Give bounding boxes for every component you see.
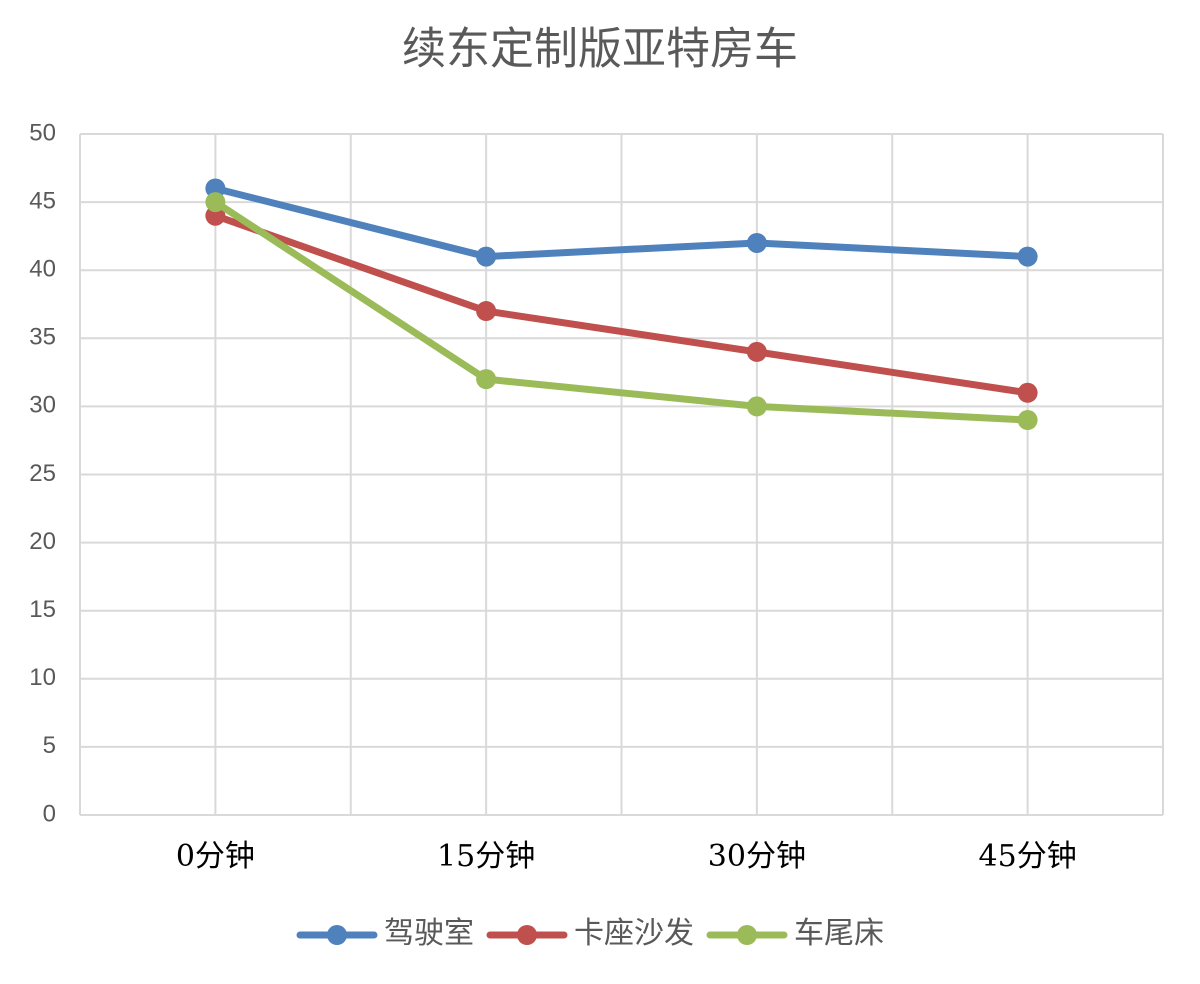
y-tick-label: 40 bbox=[29, 256, 56, 283]
y-tick-label: 15 bbox=[29, 596, 56, 623]
y-tick-label: 20 bbox=[29, 528, 56, 555]
legend-marker bbox=[517, 925, 537, 945]
data-point bbox=[746, 341, 767, 362]
series-line bbox=[211, 184, 1032, 261]
data-point bbox=[1017, 410, 1038, 431]
x-tick-label: 0分钟 bbox=[176, 839, 255, 874]
data-point bbox=[1017, 246, 1038, 267]
data-point bbox=[746, 232, 767, 253]
legend-marker bbox=[327, 925, 347, 945]
chart-title: 续东定制版亚特房车 bbox=[402, 24, 798, 75]
y-tick-label: 0 bbox=[43, 800, 56, 827]
y-tick-label: 45 bbox=[29, 187, 56, 214]
y-tick-label: 35 bbox=[29, 324, 56, 351]
y-tick-label: 30 bbox=[29, 392, 56, 419]
y-tick-label: 50 bbox=[29, 119, 56, 146]
x-tick-label: 15分钟 bbox=[437, 839, 535, 874]
data-point bbox=[1017, 382, 1038, 403]
y-tick-label: 5 bbox=[43, 732, 56, 759]
data-point bbox=[476, 369, 497, 390]
data-point bbox=[476, 301, 497, 322]
series-line bbox=[211, 198, 1032, 424]
y-tick-label: 10 bbox=[29, 664, 56, 691]
data-point bbox=[205, 192, 226, 213]
x-tick-label: 45分钟 bbox=[979, 839, 1077, 874]
legend-marker bbox=[737, 925, 757, 945]
legend-label: 车尾床 bbox=[794, 916, 884, 951]
series-line bbox=[211, 212, 1032, 397]
legend-label: 驾驶室 bbox=[384, 916, 474, 951]
data-point bbox=[746, 396, 767, 417]
data-point bbox=[476, 246, 497, 267]
legend-label: 卡座沙发 bbox=[574, 916, 694, 951]
y-tick-label: 25 bbox=[29, 460, 56, 487]
x-tick-label: 30分钟 bbox=[708, 839, 806, 874]
